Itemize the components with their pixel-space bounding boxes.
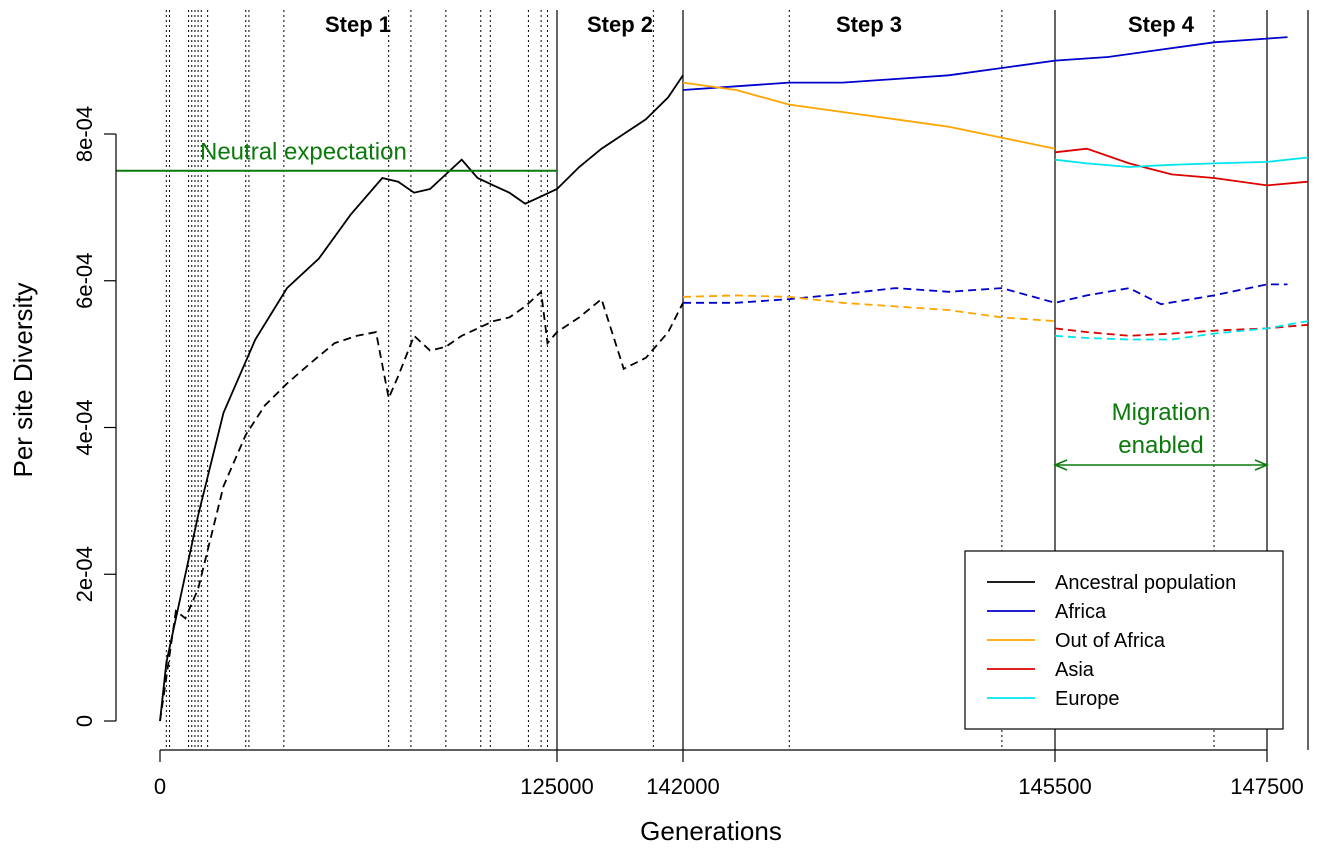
axes: 0 2e-04 4e-04 6e-04 8e-04 0 125000 142000 14550… [8, 106, 1304, 846]
series-line-ancestral-population-solid [159, 74, 684, 722]
step-1-label: Step 1 [325, 12, 391, 37]
legend-label: Out of Africa [1055, 630, 1166, 652]
y-tick-label: 2e-04 [72, 546, 97, 602]
step-3-label: Step 3 [836, 12, 902, 37]
migration-arrowhead-left [1053, 459, 1068, 471]
legend-entries: Ancestral population Africa Out of Africa A… [987, 572, 1236, 710]
legend-label: Asia [1055, 659, 1095, 681]
x-tick-label: 0 [154, 774, 166, 799]
step-2-label: Step 2 [587, 12, 653, 37]
series-lines [159, 36, 1309, 722]
y-tick-label: 8e-04 [72, 106, 97, 162]
event-dotted-lines [165, 10, 1309, 750]
x-tick-label: 142000 [646, 774, 719, 799]
x-tick-label: 125000 [520, 774, 593, 799]
series-line-africa-dashed [683, 283, 1288, 306]
series-line-out-of-africa-dashed [682, 294, 1056, 322]
annotations: Neutral expectation Migration enabled [116, 139, 1269, 471]
series-line-europe-solid [1054, 156, 1309, 168]
y-tick-label: 4e-04 [72, 399, 97, 455]
y-tick-label: 0 [72, 715, 97, 727]
migration-label-line2: enabled [1118, 432, 1203, 459]
y-tick-label: 6e-04 [72, 253, 97, 309]
migration-label-line1: Migration [1112, 399, 1211, 426]
y-ticks: 0 2e-04 4e-04 6e-04 8e-04 [72, 106, 116, 727]
legend-label: Europe [1055, 688, 1120, 710]
migration-arrowhead-right [1254, 459, 1269, 471]
step-labels: Step 1 Step 2 Step 3 Step 4 [325, 12, 1195, 37]
series-line-asia-dashed [1054, 323, 1309, 337]
step-4-label: Step 4 [1128, 12, 1195, 37]
x-tick-label: 147500 [1230, 774, 1303, 799]
x-ticks: 0 125000 142000 145500 147500 [154, 750, 1304, 799]
series-line-africa-solid [682, 36, 1288, 91]
y-axis-label: Per site Diversity [8, 282, 38, 477]
neutral-expectation-label: Neutral expectation [200, 139, 407, 166]
x-axis-label: Generations [640, 816, 782, 846]
series-line-out-of-africa-solid [682, 81, 1056, 150]
legend-label: Africa [1055, 601, 1107, 623]
series-line-europe-dashed [1054, 320, 1309, 341]
series-line-asia-solid [1054, 147, 1309, 187]
legend: Ancestral population Africa Out of Africa A… [964, 550, 1284, 730]
series-line-ancestral-population-dashed [159, 289, 684, 722]
x-tick-label: 145500 [1018, 774, 1091, 799]
legend-label: Ancestral population [1055, 572, 1236, 594]
